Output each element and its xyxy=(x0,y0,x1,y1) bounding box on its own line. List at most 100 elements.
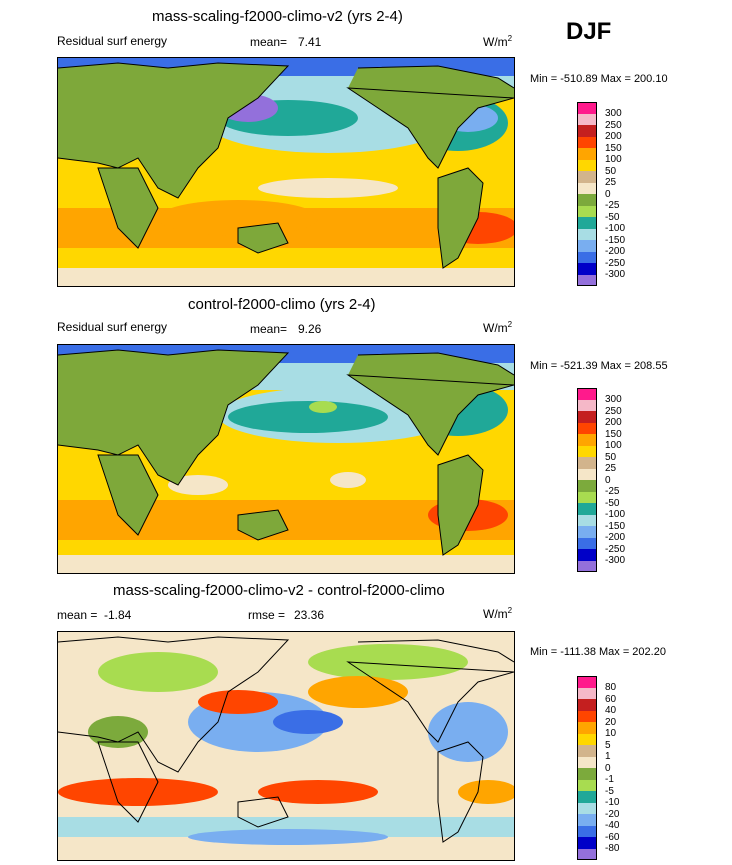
colorbar-swatch xyxy=(577,274,597,286)
colorbar-label: -1 xyxy=(605,774,614,785)
colorbar-label: -40 xyxy=(605,820,620,831)
colorbar-swatch-row: 40 xyxy=(577,699,619,716)
colorbar-swatch xyxy=(577,745,597,757)
colorbar-swatch xyxy=(577,194,597,206)
colorbar-swatch-row: 20 xyxy=(577,710,619,728)
colorbar-swatch xyxy=(577,148,597,160)
panel3-title: mass-scaling-f2000-climo-v2 - control-f2… xyxy=(113,582,445,599)
colorbar-swatch xyxy=(577,182,597,194)
colorbar-swatch xyxy=(577,240,597,252)
colorbar-swatch-row: 250 xyxy=(577,113,625,131)
colorbar-swatch-row: -200 xyxy=(577,240,625,257)
colorbar-swatch xyxy=(577,549,597,561)
colorbar-swatch xyxy=(577,710,597,722)
panel3-rmse-value: 23.36 xyxy=(294,608,325,622)
colorbar-swatch xyxy=(577,445,597,457)
colorbar-swatch-row: 300 xyxy=(577,102,625,119)
colorbar-swatch xyxy=(577,825,597,837)
colorbar-swatch-row: -250 xyxy=(577,537,625,555)
colorbar-label: 5 xyxy=(605,739,611,751)
colorbar-swatch-row: 250 xyxy=(577,399,625,417)
colorbar-label: 60 xyxy=(605,693,617,705)
colorbar-swatch xyxy=(577,205,597,217)
colorbar-swatch-row: 300 xyxy=(577,388,625,405)
panel2-variable-label: Residual surf energy xyxy=(57,320,168,334)
colorbar-label: -200 xyxy=(605,246,626,257)
panel3-mean-value: -1.84 xyxy=(104,608,132,622)
colorbar-label: 0 xyxy=(605,188,611,200)
colorbar-swatch-row: 200 xyxy=(577,125,625,142)
colorbar-label: 25 xyxy=(605,463,617,474)
colorbar-swatch-row: -300 xyxy=(577,263,625,280)
panel2-mean-value: 9.26 xyxy=(298,322,322,336)
colorbar-swatch-row: -25 xyxy=(577,194,625,211)
colorbar-swatch-row: -100 xyxy=(577,217,625,234)
colorbar-label: -100 xyxy=(605,223,626,234)
colorbar-swatch xyxy=(577,102,597,114)
colorbar-swatch-row: -40 xyxy=(577,814,619,831)
colorbar-swatch xyxy=(577,399,597,411)
panel2-title: control-f2000-climo (yrs 2-4) xyxy=(188,296,376,313)
colorbar-swatch xyxy=(577,503,597,515)
colorbar-swatch xyxy=(577,722,597,734)
colorbar-swatch-row: -150 xyxy=(577,514,625,532)
colorbar-label: 25 xyxy=(605,177,617,188)
colorbar-label: 300 xyxy=(605,394,622,405)
colorbar-swatch-row: 50 xyxy=(577,159,625,177)
colorbar-swatch-row: -50 xyxy=(577,491,625,509)
panel1-mean-value: 7.41 xyxy=(298,35,322,49)
colorbar-swatch xyxy=(577,699,597,711)
panel3-minmax: Min = -111.38 Max = 202.20 xyxy=(530,646,666,658)
colorbar-label: 50 xyxy=(605,451,617,463)
colorbar-label: -250 xyxy=(605,543,626,555)
colorbar-swatch-row: -25 xyxy=(577,480,625,497)
colorbar-label: -250 xyxy=(605,257,626,269)
panel1-units: W/m2 xyxy=(483,34,513,49)
colorbar-label: -60 xyxy=(605,831,620,843)
colorbar-label: -300 xyxy=(605,555,626,566)
colorbar-swatch-row: -80 xyxy=(577,837,619,854)
colorbar-swatch-row xyxy=(577,274,625,286)
colorbar-swatch xyxy=(577,468,597,480)
colorbar-swatch xyxy=(577,171,597,183)
colorbar-swatch xyxy=(577,791,597,803)
panel1-title: mass-scaling-f2000-climo-v2 (yrs 2-4) xyxy=(152,8,403,25)
colorbar-label: -150 xyxy=(605,520,626,532)
colorbar-swatch xyxy=(577,526,597,538)
panel3-rmse-label: rmse = xyxy=(248,608,286,622)
panel1-map xyxy=(57,57,515,287)
colorbar-label: -300 xyxy=(605,269,626,280)
panel1-mean-label: mean= xyxy=(250,35,288,49)
colorbar-swatch xyxy=(577,388,597,400)
colorbar-swatch xyxy=(577,113,597,125)
colorbar-label: -5 xyxy=(605,785,614,797)
colorbar-swatch-row: 50 xyxy=(577,445,625,463)
colorbar-swatch-row: 150 xyxy=(577,422,625,440)
colorbar-swatch-row: 0 xyxy=(577,468,625,486)
colorbar-label: -100 xyxy=(605,509,626,520)
panel3-colorbar: 80 60 40 20 10 5 1 0 -1 -5 -10 -20 -40 -60 -80 xyxy=(577,676,619,860)
colorbar-swatch xyxy=(577,217,597,229)
colorbar-swatch xyxy=(577,756,597,768)
colorbar-swatch xyxy=(577,537,597,549)
colorbar-label: -25 xyxy=(605,200,620,211)
colorbar-label: 50 xyxy=(605,165,617,177)
colorbar-swatch-row: -20 xyxy=(577,802,619,820)
colorbar-swatch-row: -10 xyxy=(577,791,619,808)
colorbar-swatch xyxy=(577,136,597,148)
colorbar-swatch xyxy=(577,422,597,434)
panel2-map xyxy=(57,344,515,574)
panel1-colorbar: 300 250 200 150 100 50 25 0 -25 -50 -100 -150 -200 -2… xyxy=(577,102,625,286)
colorbar-swatch-row: 0 xyxy=(577,756,619,774)
colorbar-swatch-row: -250 xyxy=(577,251,625,269)
colorbar-swatch-row: 5 xyxy=(577,733,619,751)
colorbar-swatch-row: 25 xyxy=(577,457,625,474)
colorbar-swatch-row: -50 xyxy=(577,205,625,223)
colorbar-label: 150 xyxy=(605,428,622,440)
colorbar-label: -20 xyxy=(605,808,620,820)
colorbar-swatch xyxy=(577,480,597,492)
colorbar-label: 10 xyxy=(605,728,617,739)
colorbar-swatch-row: 100 xyxy=(577,434,625,451)
colorbar-swatch xyxy=(577,676,597,688)
colorbar-swatch-row: -150 xyxy=(577,228,625,246)
